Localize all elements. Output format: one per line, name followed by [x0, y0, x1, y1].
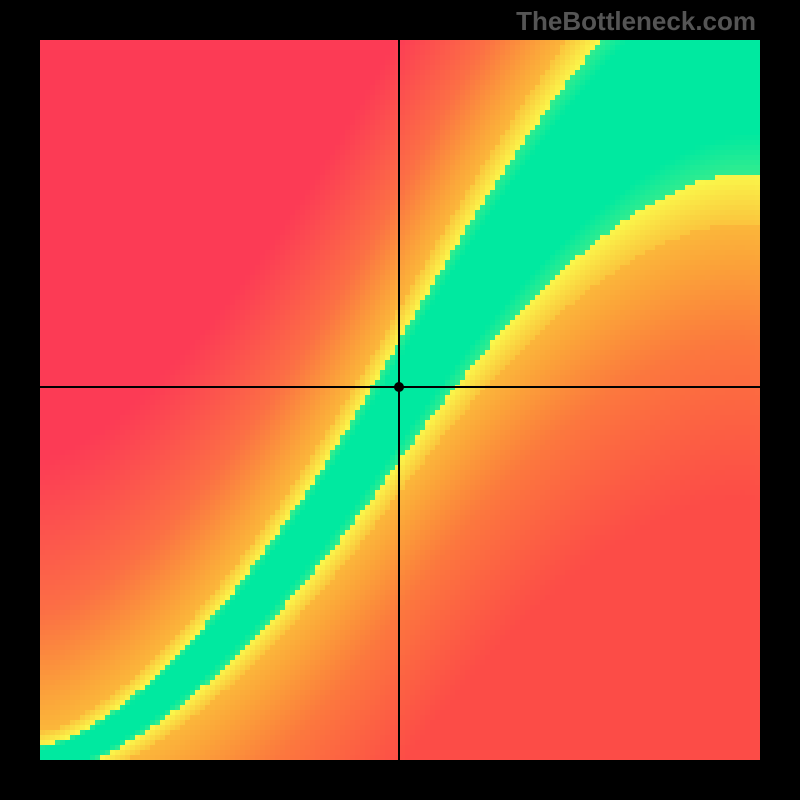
figure-container: TheBottleneck.com — [0, 0, 800, 800]
attribution-text: TheBottleneck.com — [516, 6, 756, 37]
crosshair-vertical — [398, 40, 400, 760]
operating-point-marker — [394, 382, 404, 392]
bottleneck-heatmap — [40, 40, 760, 760]
